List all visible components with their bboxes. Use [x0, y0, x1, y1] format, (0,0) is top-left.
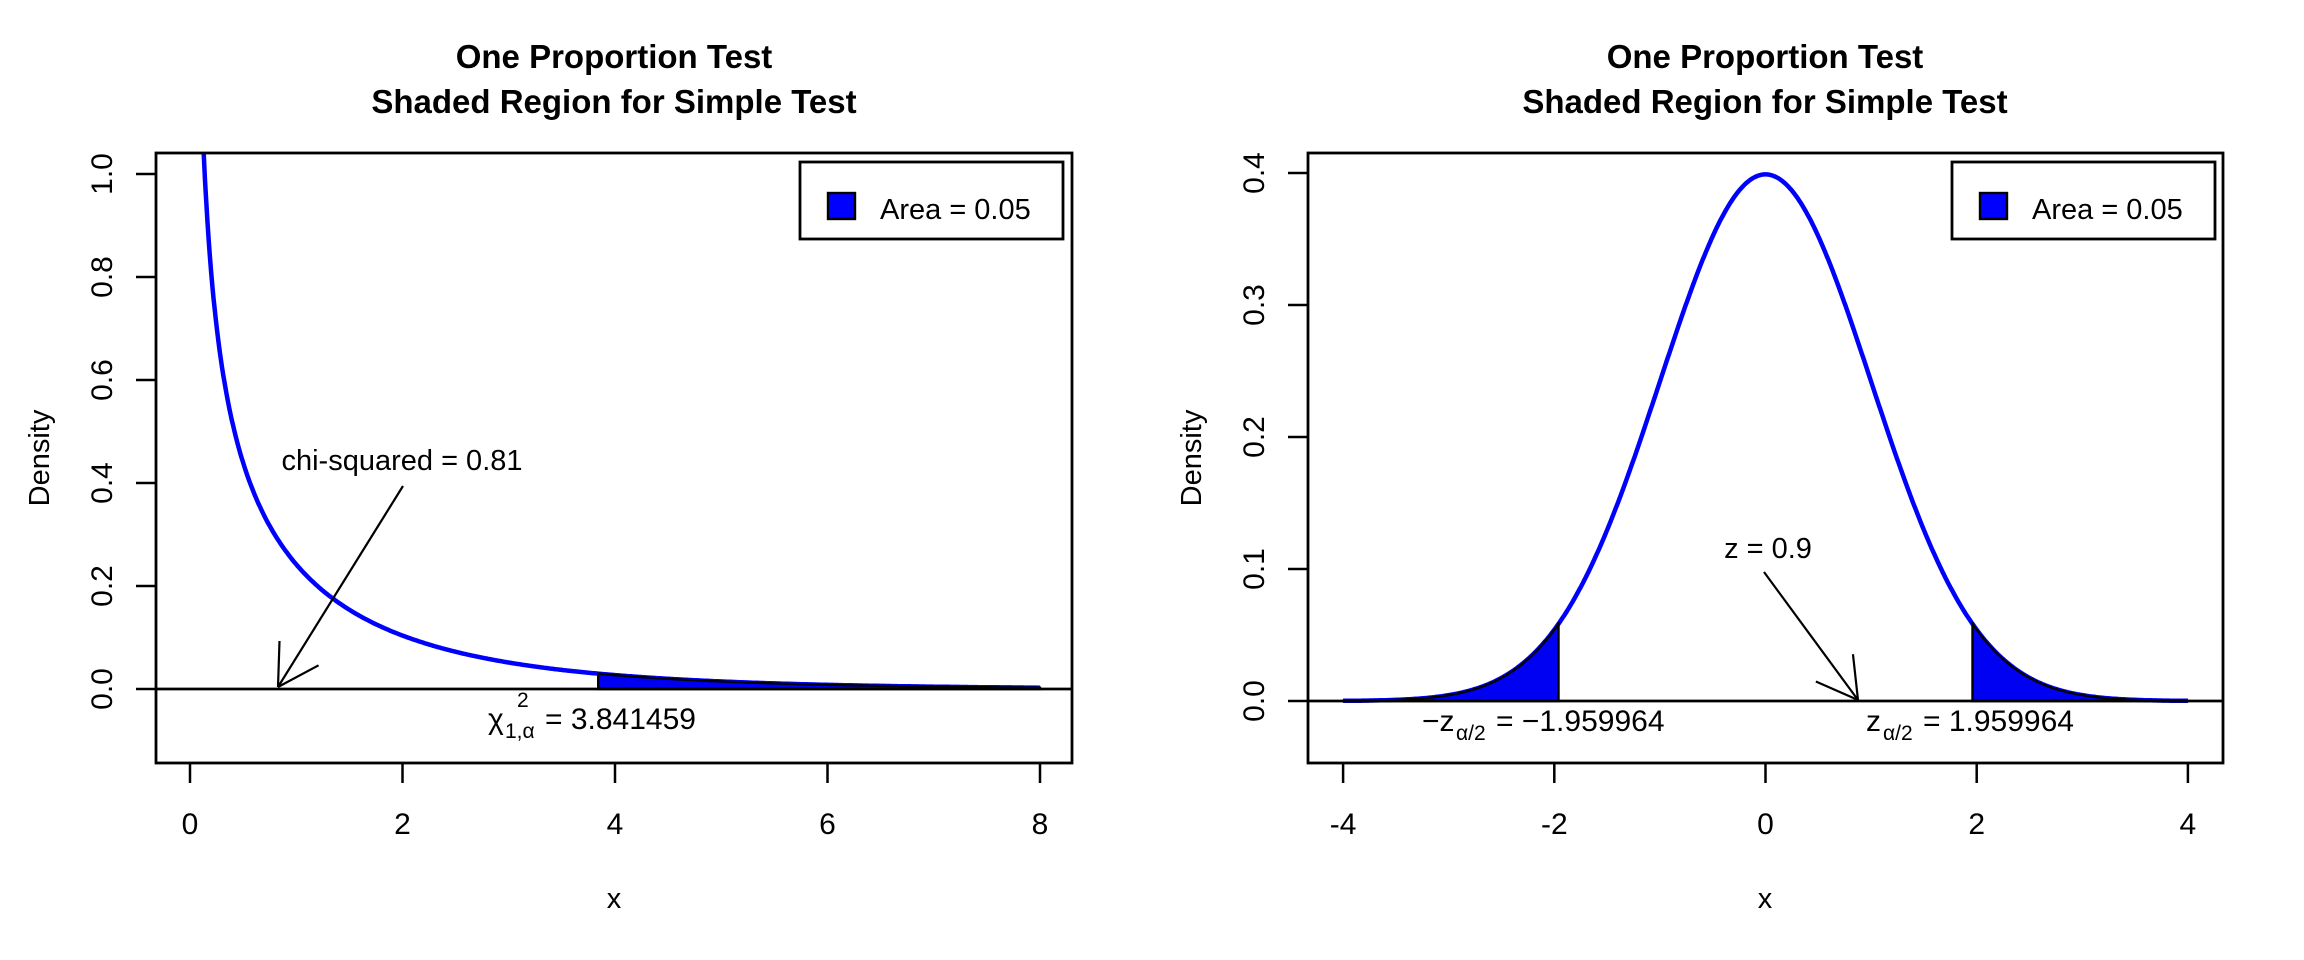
critical-subscript: α/2 — [1883, 722, 1913, 745]
statistic-annotation: chi-squared = 0.81 — [281, 445, 522, 477]
y-tick-label: 0.2 — [1238, 416, 1271, 458]
x-tick-label: 4 — [607, 808, 624, 841]
critical-base: z — [1866, 705, 1881, 738]
x-tick-label: 0 — [182, 808, 199, 841]
plot-box — [1306, 151, 2225, 765]
panel-right: -4 -2 0 2 4 0.0 0.1 0.2 0.3 0.4 x Density One Propor… — [1176, 38, 2225, 915]
chart-title-line1: One Proportion Test — [1607, 38, 1924, 75]
critical-value-text: = 3.841459 — [545, 703, 696, 736]
x-tick-label: 8 — [1032, 808, 1049, 841]
x-tick-label: 0 — [1757, 808, 1774, 841]
x-tick-label: -2 — [1541, 808, 1568, 841]
x-tick-label: 6 — [819, 808, 836, 841]
annotation-arrow — [1763, 571, 1859, 701]
y-axis-title: Density — [24, 409, 56, 506]
y-tick-label: 0.0 — [86, 668, 119, 710]
critical-value-label: χ1,α 2 = 3.841459 — [488, 689, 696, 743]
shaded-tail-region — [597, 672, 1042, 691]
statistic-annotation: z = 0.9 — [1724, 533, 1812, 565]
y-tick-label: 0.1 — [1238, 548, 1271, 590]
y-axis-title: Density — [1176, 409, 1208, 506]
legend-label: Area = 0.05 — [2032, 194, 2183, 226]
critical-value-label: −zα/2 = −1.959964 — [1422, 705, 1665, 745]
x-tick-label: -4 — [1330, 808, 1357, 841]
y-tick-label: 0.6 — [86, 359, 119, 401]
chart-title-line2: Shaded Region for Simple Test — [1522, 83, 2007, 120]
shaded-tail-region — [1341, 620, 1560, 703]
y-tick-label: 0.4 — [86, 462, 119, 504]
x-axis-title: x — [607, 883, 622, 915]
legend-swatch — [826, 191, 857, 221]
arrowhead-barb — [1815, 680, 1859, 702]
critical-value-text: = 1.959964 — [1923, 705, 2074, 738]
x-axis-title: x — [1758, 883, 1773, 915]
y-tick-label: 1.0 — [86, 153, 119, 195]
arrowhead-barb — [277, 664, 320, 688]
critical-base: χ — [488, 703, 504, 736]
legend-label: Area = 0.05 — [880, 194, 1031, 226]
x-tick-label: 2 — [1968, 808, 1985, 841]
shaded-tail-region — [1971, 620, 2190, 703]
annotation-arrow — [277, 485, 404, 688]
x-tick-label: 4 — [2180, 808, 2197, 841]
critical-value-label: zα/2 = 1.959964 — [1866, 705, 2074, 745]
arrowhead-barb — [276, 640, 281, 688]
critical-base: −z — [1422, 705, 1455, 738]
y-tick-label: 0.3 — [1238, 284, 1271, 326]
critical-superscript: 2 — [517, 689, 529, 712]
x-tick-label: 2 — [394, 808, 411, 841]
panel-left: 0 2 4 6 8 0.0 0.2 0.4 0.6 0.8 1.0 x Density One Propo… — [24, 38, 1074, 915]
legend-swatch — [1978, 191, 2009, 221]
chart-title-line2: Shaded Region for Simple Test — [371, 83, 856, 120]
critical-subscript: α/2 — [1456, 722, 1486, 745]
y-tick-label: 0.4 — [1238, 152, 1271, 194]
y-tick-label: 0.2 — [86, 565, 119, 607]
critical-subscript: 1,α — [505, 720, 535, 743]
critical-value-text: = −1.959964 — [1496, 705, 1665, 738]
y-tick-label: 0.8 — [86, 256, 119, 298]
arrowhead-barb — [1851, 654, 1860, 701]
density-curve — [1343, 172, 2188, 704]
chart-title-line1: One Proportion Test — [456, 38, 773, 75]
y-tick-label: 0.0 — [1238, 680, 1271, 722]
